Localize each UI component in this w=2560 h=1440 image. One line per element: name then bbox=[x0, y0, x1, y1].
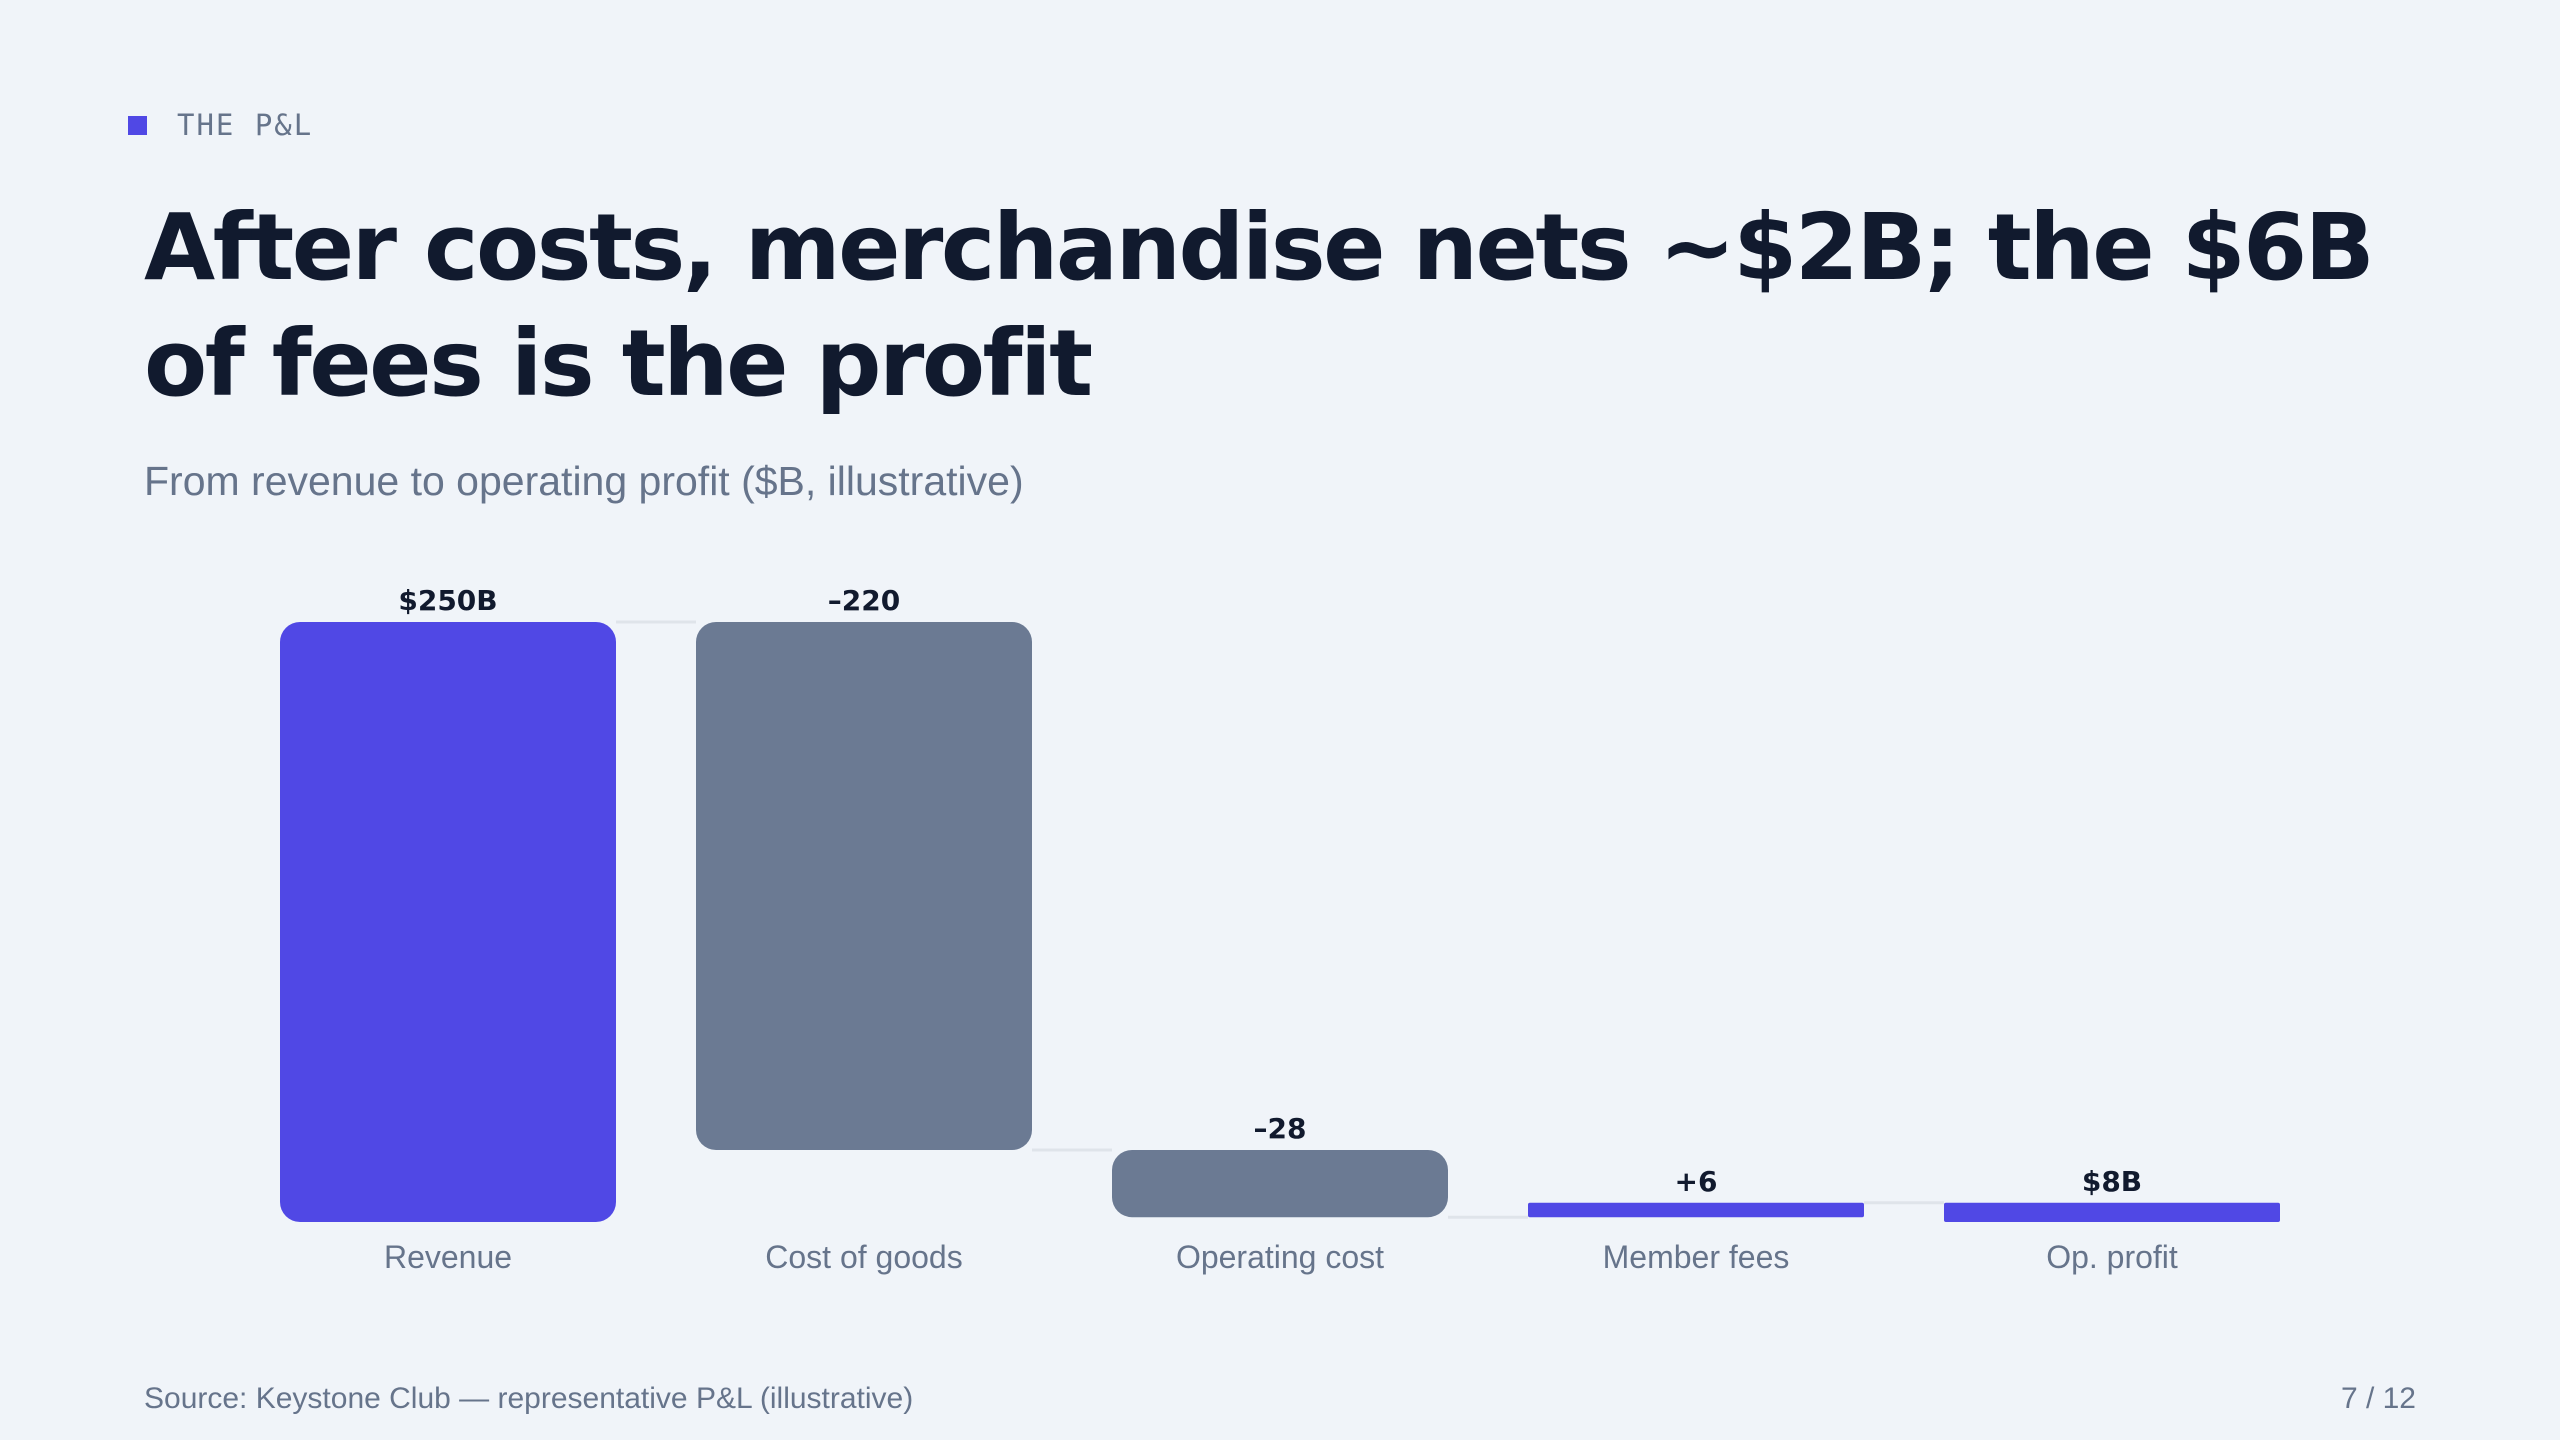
bar-value-label: –220 bbox=[828, 584, 900, 617]
page-title: After costs, merchandise nets ~$2B; the … bbox=[144, 194, 2375, 417]
bar-member-fees bbox=[1528, 1202, 1864, 1218]
bar-value-label: $250B bbox=[398, 584, 497, 617]
bar-operating-cost bbox=[1112, 1150, 1448, 1218]
bar-value-label: –28 bbox=[1254, 1112, 1307, 1145]
bar-op-profit bbox=[1944, 1202, 2280, 1222]
category-label: Member fees bbox=[1603, 1239, 1790, 1275]
kicker-label: THE P&L bbox=[177, 108, 314, 142]
waterfall-chart: $250B Revenue –220 Cost of goods –28 Operatin… bbox=[280, 584, 2280, 1275]
category-label: Op. profit bbox=[2046, 1239, 2178, 1275]
page-number: 7 / 12 bbox=[2340, 1382, 2416, 1415]
category-label: Operating cost bbox=[1176, 1239, 1384, 1275]
bar-revenue bbox=[280, 622, 616, 1222]
category-label: Cost of goods bbox=[765, 1239, 962, 1275]
bar-cost-of-goods bbox=[696, 622, 1032, 1150]
kicker: THE P&L bbox=[128, 108, 313, 142]
bar-value-label: $8B bbox=[2082, 1165, 2142, 1198]
chart-subtitle: From revenue to operating profit ($B, il… bbox=[144, 458, 1024, 504]
source-note: Source: Keystone Club — representative P… bbox=[144, 1382, 914, 1415]
category-label: Revenue bbox=[384, 1239, 512, 1275]
bar-value-label: +6 bbox=[1675, 1165, 1718, 1198]
kicker-square-icon bbox=[128, 115, 147, 135]
